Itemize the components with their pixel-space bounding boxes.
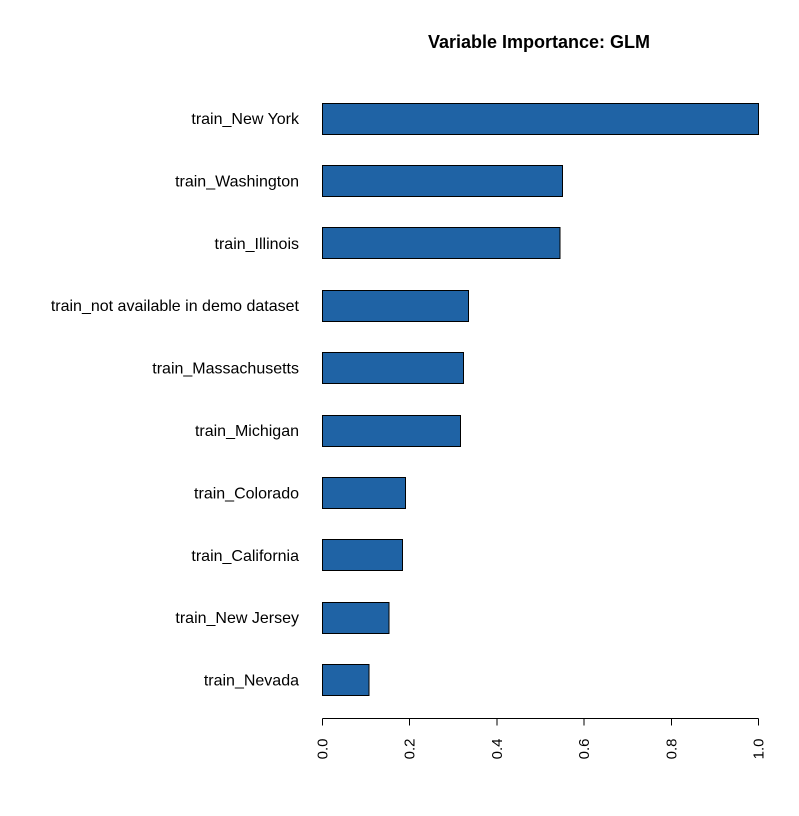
category-label: train_New Jersey bbox=[175, 610, 299, 627]
bar bbox=[322, 664, 370, 696]
bar bbox=[322, 165, 563, 197]
bar bbox=[322, 352, 464, 384]
chart-title: Variable Importance: GLM bbox=[428, 32, 650, 52]
bar bbox=[322, 227, 561, 259]
category-labels-group: train_New York train_Washington train_Illi… bbox=[51, 111, 300, 690]
category-label: train_Michigan bbox=[195, 423, 299, 440]
category-label: train_California bbox=[191, 548, 299, 565]
bar bbox=[322, 290, 470, 322]
category-label: train_Illinois bbox=[215, 236, 299, 253]
x-axis: 0.0 0.2 0.4 0.6 0.8 1.0 bbox=[315, 718, 768, 760]
category-label: train_Colorado bbox=[194, 485, 299, 502]
bar bbox=[322, 602, 390, 634]
category-label: train_Massachusetts bbox=[152, 361, 299, 378]
category-label: train_New York bbox=[191, 111, 300, 128]
x-tick-label: 1.0 bbox=[751, 739, 768, 760]
x-tick-label: 0.2 bbox=[402, 739, 419, 760]
category-label: train_Nevada bbox=[204, 673, 299, 690]
category-label: train_not available in demo dataset bbox=[51, 298, 300, 315]
x-tick-label: 0.6 bbox=[576, 739, 593, 760]
bar bbox=[322, 415, 461, 447]
bars-group bbox=[322, 103, 759, 696]
x-tick-label: 0.8 bbox=[663, 739, 680, 760]
x-tick-label: 0.4 bbox=[489, 739, 506, 760]
bar bbox=[322, 539, 403, 571]
category-label: train_Washington bbox=[175, 173, 299, 190]
bar bbox=[322, 103, 759, 135]
x-tick-label: 0.0 bbox=[315, 739, 332, 760]
bar bbox=[322, 477, 406, 509]
